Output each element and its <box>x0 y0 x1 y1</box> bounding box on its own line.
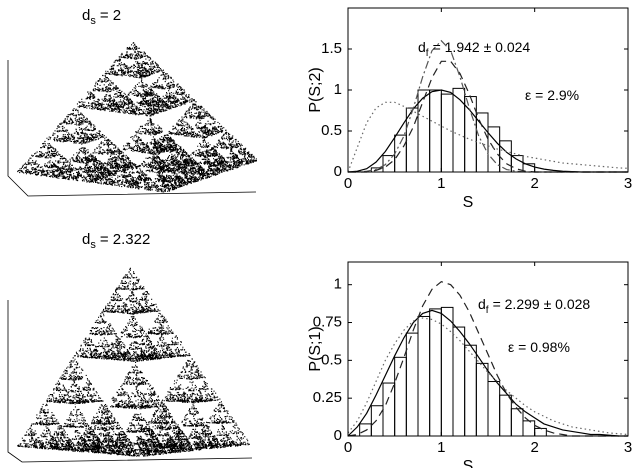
y-axis-label: P(S;2) <box>307 67 324 112</box>
annotation: ε = 2.9% <box>525 87 579 103</box>
annotation: df = 1.942 ± 0.024 <box>418 39 530 59</box>
x-tick-label: 1 <box>437 439 445 456</box>
plot-frame <box>347 261 629 437</box>
curve <box>348 39 628 173</box>
histogram-bar <box>440 306 454 437</box>
x-axis-label: S <box>463 458 474 468</box>
y-tick-label: 0.75 <box>313 313 342 330</box>
tail: = 1.942 ± 0.024 <box>433 39 531 55</box>
tail: = 2.322 <box>100 231 150 248</box>
x-tick-label: 3 <box>624 175 632 192</box>
x-tick-label: 0 <box>344 439 352 456</box>
annotation: ε = 0.98% <box>508 339 570 355</box>
histogram-bar <box>499 394 512 437</box>
x-tick-label: 2 <box>530 175 538 192</box>
curve <box>347 280 628 437</box>
curve <box>347 101 629 173</box>
histogram-bar <box>394 134 407 173</box>
y-axis-label: P(S;1) <box>307 326 324 371</box>
x-tick-label: 1 <box>437 175 445 192</box>
histogram-bar <box>417 315 431 437</box>
symbol: ε = 2.9% <box>525 87 579 103</box>
frame-3d <box>7 300 253 463</box>
fractal-points <box>17 42 258 193</box>
histogram-bar <box>429 89 442 173</box>
histogram-bar <box>382 382 396 437</box>
fractal-points <box>17 267 250 457</box>
histogram-bar <box>405 332 419 437</box>
y-tick-label: 0.5 <box>321 122 342 139</box>
subscript: s <box>90 239 96 251</box>
histogram-bar <box>499 140 512 173</box>
symbol: ε = 0.98% <box>508 339 570 355</box>
curve <box>347 317 629 436</box>
y-tick-label: 1.5 <box>321 40 342 57</box>
annotation: df = 2.299 ± 0.028 <box>478 296 590 316</box>
histogram-bar <box>464 344 477 437</box>
histogram-bar <box>534 427 547 437</box>
x-tick-label: 2 <box>530 439 538 456</box>
histogram-bar <box>475 362 489 437</box>
histogram-bar <box>370 405 384 437</box>
symbol: d <box>418 39 426 55</box>
y-tick-label: 0 <box>334 427 342 444</box>
panel-label: ds = 2.322 <box>82 231 150 251</box>
x-tick-label: 0 <box>344 175 352 192</box>
subscript: s <box>90 15 96 27</box>
frame-3d <box>7 60 257 197</box>
symbol: d <box>478 296 486 312</box>
y-tick-label: 0 <box>334 163 342 180</box>
histogram-bar <box>475 112 489 173</box>
tail: = 2.299 ± 0.028 <box>493 296 591 312</box>
y-tick-label: 0.25 <box>313 389 342 406</box>
subscript: f <box>486 305 489 316</box>
histogram-bar <box>487 381 501 437</box>
symbol: d <box>82 7 90 24</box>
y-tick-label: 0.5 <box>321 351 342 368</box>
tail: = 2 <box>100 7 121 24</box>
histogram-bar <box>429 308 442 437</box>
y-tick-label: 1 <box>334 81 342 98</box>
histogram-bar <box>394 356 407 437</box>
symbol: d <box>82 231 90 248</box>
histogram-bar <box>440 93 454 173</box>
histogram-bar <box>522 420 536 437</box>
curve <box>347 309 628 437</box>
x-axis-label: S <box>463 194 474 211</box>
y-tick-label: 1 <box>334 276 342 293</box>
histogram-bar <box>452 87 466 173</box>
subscript: f <box>426 48 429 59</box>
x-tick-label: 3 <box>624 439 632 456</box>
panel-label: ds = 2 <box>82 7 121 27</box>
